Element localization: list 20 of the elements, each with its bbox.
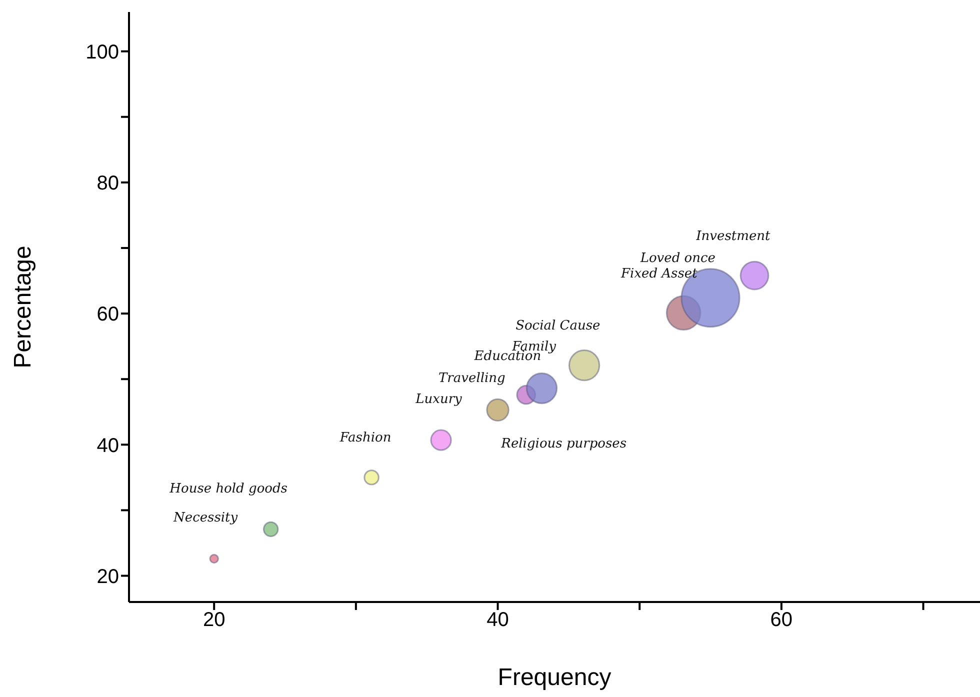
y-tick-label: 60: [96, 304, 119, 326]
annotation: Loved once: [639, 250, 716, 266]
x-tick-label: 60: [770, 609, 793, 632]
x-axis-title: Frequency: [498, 664, 612, 691]
annotation: Social Cause: [516, 318, 601, 334]
y-tick-label: 20: [96, 566, 119, 588]
y-tick-label: 40: [96, 434, 119, 457]
annotation: Fixed Asset: [620, 266, 698, 282]
annotation: Fashion: [338, 430, 392, 446]
x-tick-label: 20: [202, 609, 226, 632]
y-axis-title: Percentage: [10, 246, 37, 368]
x-tick-label: 40: [486, 609, 509, 632]
annotation: Religious purposes: [500, 436, 627, 452]
annotation: Investment: [695, 229, 772, 244]
annotation: Necessity: [172, 510, 238, 526]
annotation: Luxury: [414, 392, 463, 408]
y-tick-label: 80: [96, 172, 119, 195]
annotation: Travelling: [438, 370, 506, 386]
annotation: House hold goods: [168, 482, 288, 497]
y-tick-label: 100: [86, 41, 119, 64]
